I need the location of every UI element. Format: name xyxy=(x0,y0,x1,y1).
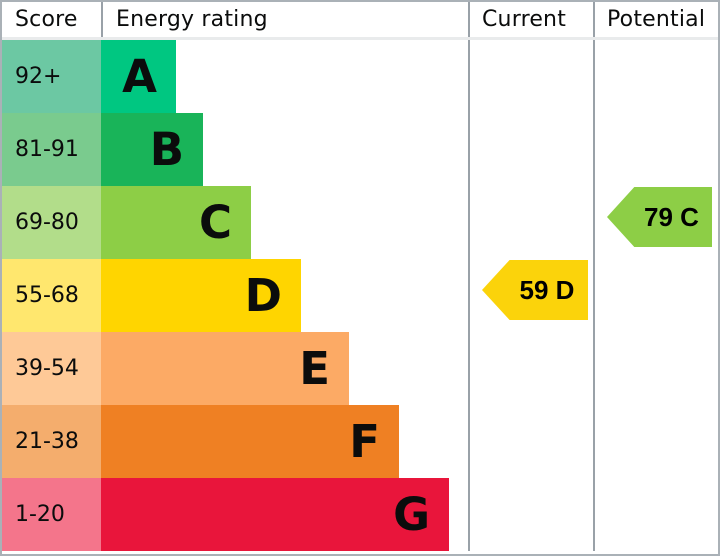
band-bar-a: A xyxy=(101,40,176,113)
band-bar-d: D xyxy=(101,259,301,332)
score-range-f: 21-38 xyxy=(2,405,101,478)
band-row-d: 55-68 D xyxy=(2,259,468,332)
score-range-a: 92+ xyxy=(2,40,101,113)
header-current-label: Current xyxy=(468,2,593,37)
band-bar-e: E xyxy=(101,332,349,405)
chart-body: 92+ A 81-91 B 69-80 C 55-68 D 39-54 E 21… xyxy=(2,40,718,551)
current-rating-column: 59 D xyxy=(468,40,593,551)
potential-rating-arrow: 79 C xyxy=(607,187,712,247)
score-range-d: 55-68 xyxy=(2,259,101,332)
chart-header: Score Energy rating Current Potential xyxy=(2,2,718,40)
band-bar-b: B xyxy=(101,113,203,186)
band-row-f: 21-38 F xyxy=(2,405,468,478)
score-range-g: 1-20 xyxy=(2,478,101,551)
band-row-c: 69-80 C xyxy=(2,186,468,259)
potential-rating-column: 79 C xyxy=(593,40,718,551)
band-row-b: 81-91 B xyxy=(2,113,468,186)
current-rating-arrow: 59 D xyxy=(482,260,588,320)
score-range-c: 69-80 xyxy=(2,186,101,259)
band-bar-c: C xyxy=(101,186,251,259)
score-range-b: 81-91 xyxy=(2,113,101,186)
score-range-e: 39-54 xyxy=(2,332,101,405)
header-score-label: Score xyxy=(2,2,103,37)
header-potential-label: Potential xyxy=(593,2,718,37)
band-bar-g: G xyxy=(101,478,449,551)
band-rows: 92+ A 81-91 B 69-80 C 55-68 D 39-54 E 21… xyxy=(2,40,468,551)
header-energy-rating-label: Energy rating xyxy=(116,7,268,32)
band-bar-f: F xyxy=(101,405,399,478)
band-row-g: 1-20 G xyxy=(2,478,468,551)
band-row-e: 39-54 E xyxy=(2,332,468,405)
band-row-a: 92+ A xyxy=(2,40,468,113)
